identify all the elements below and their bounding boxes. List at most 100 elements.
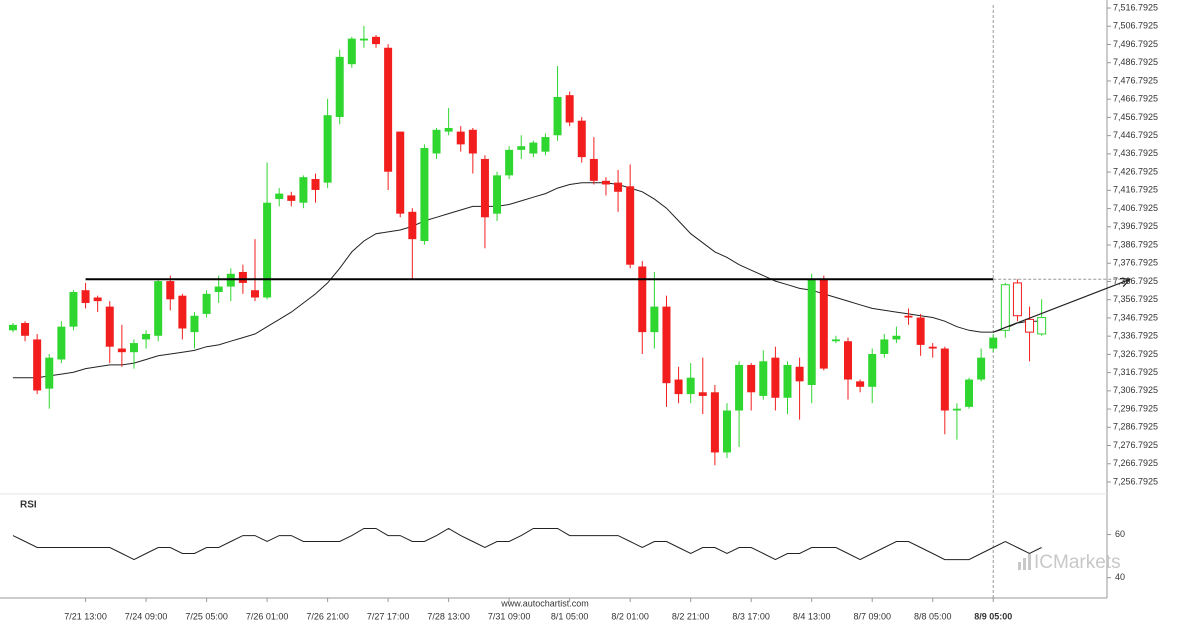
candle-body <box>565 95 574 123</box>
candle-body <box>45 357 54 389</box>
x-tick-label: 8/3 17:00 <box>732 611 770 621</box>
candle-body <box>263 202 272 298</box>
rsi-title: RSI <box>20 500 37 511</box>
candle-body <box>892 335 901 340</box>
y-tick-label: 7,346.7925 <box>1113 312 1158 322</box>
candle-body <box>601 180 610 185</box>
y-tick-label: 7,296.7925 <box>1113 403 1158 413</box>
source: www.autochartist.com <box>500 598 589 608</box>
candle-body <box>432 129 441 154</box>
candle-body <box>1000 284 1010 331</box>
y-tick-label: 7,516.7925 <box>1113 2 1158 12</box>
candle-body <box>505 149 514 176</box>
candle-body <box>771 357 780 398</box>
candle-body <box>287 195 296 201</box>
candle-body <box>420 148 429 241</box>
candle-body <box>493 175 502 214</box>
candle-body <box>686 377 695 395</box>
candle-body <box>989 337 998 349</box>
x-tick-label: 7/31 09:00 <box>488 611 531 621</box>
candle-body <box>916 317 925 345</box>
candle-body <box>347 38 356 65</box>
candle-body <box>868 354 877 387</box>
candle-body <box>8 324 17 331</box>
candle-body <box>698 392 707 396</box>
candle-body <box>117 348 126 353</box>
candle-body <box>480 158 489 218</box>
candle-body <box>142 333 151 340</box>
y-tick-label: 7,436.7925 <box>1113 148 1158 158</box>
candle-body <box>747 364 756 393</box>
candle-body <box>372 36 381 45</box>
candle-body <box>795 366 804 382</box>
logo-bar <box>1018 562 1021 570</box>
candle-body <box>880 339 889 355</box>
candle-body <box>735 364 744 411</box>
y-tick-label: 7,456.7925 <box>1113 112 1158 122</box>
candle-body <box>856 381 865 387</box>
candle-body <box>21 323 30 336</box>
candle-body <box>299 177 308 203</box>
brand-logo: ICMarkets <box>1018 552 1121 573</box>
x-tick-label: 8/2 21:00 <box>672 611 710 621</box>
candle-body <box>456 131 465 145</box>
y-tick-label: 7,256.7925 <box>1113 476 1158 486</box>
rsi-line <box>12 527 1042 561</box>
candle-body <box>93 297 102 302</box>
candle-body <box>807 279 816 385</box>
candle-body <box>819 279 828 369</box>
x-tick-label: 8/8 05:00 <box>914 611 952 621</box>
candle-body <box>710 392 719 453</box>
y-tick-label: 7,466.7925 <box>1113 94 1158 104</box>
x-tick-label: 7/24 09:00 <box>125 611 168 621</box>
candle-body <box>831 339 840 342</box>
candle-body <box>626 186 635 265</box>
y-tick-label: 40 <box>1115 572 1125 582</box>
candle-body <box>359 38 368 41</box>
candle-body <box>638 266 647 333</box>
candle-body <box>940 348 949 411</box>
x-tick-label: 8/7 09:00 <box>853 611 891 621</box>
logo-bar <box>1023 558 1026 570</box>
candle-body <box>1037 317 1047 335</box>
candle-body <box>977 357 986 380</box>
x-tick-label: 7/25 05:00 <box>185 611 228 621</box>
y-tick-label: 7,326.7925 <box>1113 349 1158 359</box>
y-tick-label: 7,336.7925 <box>1113 331 1158 341</box>
candle-body <box>614 182 623 192</box>
brand: ICMarkets <box>1034 552 1121 573</box>
candle-body <box>190 315 199 333</box>
y-tick-label: 7,276.7925 <box>1113 440 1158 450</box>
candle-body <box>323 115 332 183</box>
candle-body <box>57 326 66 360</box>
candle-body <box>1025 318 1035 333</box>
x-tick-label: 8/1 05:00 <box>551 611 589 621</box>
candle-body <box>396 131 405 214</box>
moving-average <box>12 182 1042 379</box>
candle-body <box>69 292 78 327</box>
y-tick-label: 7,476.7925 <box>1113 75 1158 85</box>
y-tick-label: 7,356.7925 <box>1113 294 1158 304</box>
y-tick-label: 7,416.7925 <box>1113 185 1158 195</box>
candle-body <box>166 281 175 300</box>
y-tick-label: 60 <box>1115 529 1125 539</box>
y-tick-label: 7,486.7925 <box>1113 57 1158 67</box>
x-tick-label: 7/26 21:00 <box>306 611 349 621</box>
candle-body <box>311 179 320 190</box>
candle-body <box>178 295 187 329</box>
candle-body <box>408 211 417 240</box>
candle-body <box>81 290 90 303</box>
candle-body <box>238 271 247 283</box>
x-tick-label: 8/2 01:00 <box>611 611 649 621</box>
y-tick-label: 7,406.7925 <box>1113 203 1158 213</box>
y-tick-label: 7,306.7925 <box>1113 385 1158 395</box>
candle-body <box>650 306 659 333</box>
y-tick-label: 7,446.7925 <box>1113 130 1158 140</box>
candle-body <box>541 137 550 152</box>
candle-body <box>202 293 211 314</box>
candle-body <box>589 158 598 181</box>
candle-body <box>674 379 683 395</box>
x-tick-label: 7/21 13:00 <box>64 611 107 621</box>
